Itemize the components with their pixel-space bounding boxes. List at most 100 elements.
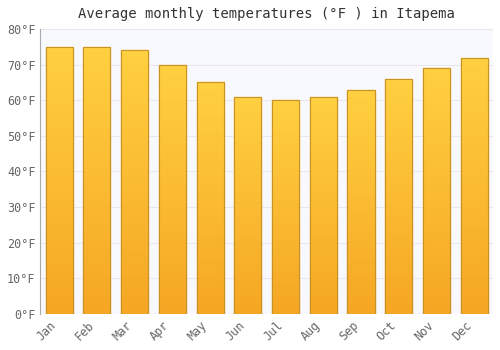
Bar [234,97,262,314]
Bar [121,311,148,314]
Bar [159,127,186,130]
Bar [159,142,186,145]
Bar [310,208,337,210]
Bar [423,142,450,145]
Bar [159,252,186,254]
Bar [159,237,186,239]
Bar [196,304,224,307]
Bar [84,87,110,90]
Bar [423,80,450,83]
Bar [423,169,450,171]
Bar [348,101,374,103]
Bar [385,185,412,187]
Bar [84,76,110,79]
Bar [348,224,374,226]
Bar [272,211,299,214]
Bar [272,267,299,269]
Bar [460,265,488,268]
Bar [121,211,148,214]
Bar [348,119,374,121]
Bar [196,99,224,101]
Bar [84,268,110,271]
Bar [46,239,73,242]
Bar [310,177,337,179]
Bar [159,139,186,142]
Bar [196,261,224,263]
Bar [234,238,262,240]
Bar [460,188,488,191]
Bar [460,101,488,104]
Bar [348,300,374,303]
Bar [310,271,337,273]
Bar [196,94,224,96]
Bar [272,147,299,149]
Bar [310,136,337,138]
Bar [348,312,374,314]
Bar [121,251,148,253]
Bar [385,253,412,255]
Bar [348,144,374,146]
Bar [460,91,488,93]
Bar [385,177,412,180]
Bar [460,147,488,150]
Bar [159,102,186,105]
Bar [423,120,450,122]
Bar [272,286,299,288]
Bar [234,271,262,273]
Bar [385,145,412,147]
Bar [234,132,262,134]
Bar [348,94,374,96]
Bar [84,71,110,74]
Bar [460,178,488,181]
Bar [84,260,110,263]
Bar [385,159,412,161]
Bar [46,92,73,95]
Bar [46,220,73,223]
Bar [121,243,148,245]
Bar [348,150,374,152]
Bar [310,175,337,177]
Bar [385,215,412,218]
Bar [84,130,110,132]
Bar [460,311,488,314]
Bar [121,90,148,92]
Bar [460,173,488,175]
Bar [159,132,186,134]
Bar [460,198,488,201]
Bar [234,260,262,262]
Bar [121,66,148,69]
Bar [460,260,488,262]
Bar [348,229,374,231]
Bar [423,100,450,103]
Bar [310,145,337,147]
Bar [159,130,186,132]
Bar [121,266,148,269]
Bar [310,296,337,299]
Bar [423,139,450,142]
Bar [121,92,148,95]
Bar [310,312,337,314]
Bar [460,88,488,91]
Bar [310,181,337,184]
Bar [196,87,224,89]
Bar [272,297,299,299]
Bar [423,198,450,201]
Bar [460,104,488,106]
Bar [310,142,337,145]
Bar [272,301,299,303]
Bar [159,72,186,75]
Bar [196,182,224,184]
Bar [121,143,148,145]
Bar [272,278,299,280]
Bar [423,186,450,189]
Bar [196,298,224,300]
Bar [310,236,337,238]
Bar [159,177,186,179]
Bar [234,303,262,305]
Bar [310,160,337,162]
Bar [234,309,262,312]
Bar [234,170,262,173]
Bar [121,159,148,161]
Bar [196,106,224,108]
Bar [385,180,412,182]
